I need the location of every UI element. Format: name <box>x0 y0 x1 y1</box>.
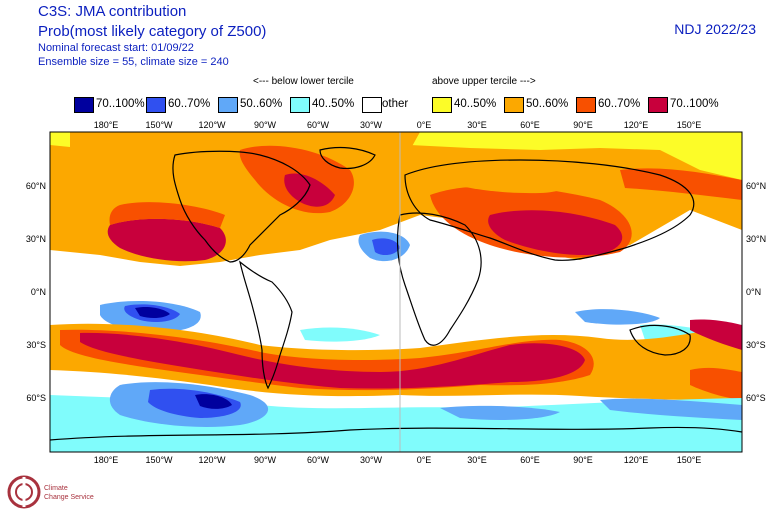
legend-label-below-50: 50..60% <box>240 98 283 110</box>
lon-label-bottom: 150°E <box>677 455 702 465</box>
lon-label-bottom: 120°W <box>198 455 226 465</box>
south-america-coastline <box>239 260 293 390</box>
above-tercile-north <box>50 132 742 266</box>
lon-label-bottom: 120°E <box>624 455 649 465</box>
legend-swatch-above-50 <box>504 97 524 113</box>
lat-label-left: 30°S <box>26 340 46 350</box>
below-tercile-note: <--- below lower tercile <box>253 76 354 87</box>
lat-label-right: 60°S <box>746 393 766 403</box>
legend-label-below-70: 70..100% <box>96 98 145 110</box>
lon-label-bottom: 60°W <box>307 455 330 465</box>
lat-labels-right: 60°N 30°N 0°N 30°S 60°S <box>746 181 766 403</box>
lon-label-top: 0°E <box>417 120 432 130</box>
north-america-coastline <box>172 150 311 263</box>
lon-label-bottom: 60°E <box>520 455 540 465</box>
lon-label-bottom: 180°E <box>94 455 119 465</box>
map-frame <box>49 131 743 453</box>
lon-labels-top: 180°E 150°W 120°W 90°W 60°W 30°W 0°E 30°… <box>94 120 702 130</box>
eurasia-coastline <box>404 159 695 261</box>
legend-swatch-below-60 <box>146 97 166 113</box>
lon-label-top: 60°E <box>520 120 540 130</box>
forecast-start-text: Nominal forecast start: 01/09/22 <box>38 42 194 54</box>
logo-text-line1: Climate <box>44 485 68 492</box>
lon-label-bottom: 90°W <box>254 455 277 465</box>
lon-label-top: 90°W <box>254 120 277 130</box>
legend-label-below-40: 40..50% <box>312 98 355 110</box>
lon-label-top: 150°E <box>677 120 702 130</box>
legend-label-above-40: 40..50% <box>454 98 497 110</box>
legend-label-above-70: 70..100% <box>670 98 719 110</box>
africa-coastline <box>396 212 482 346</box>
lon-label-top: 30°E <box>467 120 487 130</box>
lon-label-bottom: 90°E <box>573 455 593 465</box>
lon-label-top: 120°W <box>198 120 226 130</box>
antarctica-coastline <box>49 426 743 441</box>
lon-label-top: 90°E <box>573 120 593 130</box>
greenland-coastline <box>319 146 376 170</box>
legend-swatch-below-40 <box>290 97 310 113</box>
legend-label-below-60: 60..70% <box>168 98 211 110</box>
coastlines <box>49 146 743 441</box>
legend-swatch-above-70 <box>648 97 668 113</box>
lon-label-top: 120°E <box>624 120 649 130</box>
lon-label-top: 150°W <box>145 120 173 130</box>
chart-subtitle: Prob(most likely category of Z500) <box>38 23 267 40</box>
legend-swatch-below-50 <box>218 97 238 113</box>
lon-label-top: 60°W <box>307 120 330 130</box>
lat-label-left: 30°N <box>26 234 46 244</box>
world-map: 180°E 150°W 120°W 90°W 60°W 30°W 0°E 30°… <box>26 120 766 465</box>
legend-swatch-below-70 <box>74 97 94 113</box>
lat-labels-left: 60°N 30°N 0°N 30°S 60°S <box>26 181 46 403</box>
legend-swatch-above-40 <box>432 97 452 113</box>
lon-label-top: 180°E <box>94 120 119 130</box>
lon-label-bottom: 150°W <box>145 455 173 465</box>
legend-swatch-other <box>362 97 382 113</box>
lon-label-top: 30°W <box>360 120 383 130</box>
legend-label-other: other <box>382 98 409 110</box>
above-tercile-note: above upper tercile ---> <box>432 76 536 87</box>
lat-label-right: 30°S <box>746 340 766 350</box>
below-tercile-south <box>50 382 742 452</box>
lat-label-left: 60°S <box>26 393 46 403</box>
above-tercile-south <box>50 319 742 405</box>
copernicus-c3s-logo: Climate Change Service <box>7 475 94 509</box>
lat-label-right: 60°N <box>746 181 766 191</box>
legend-swatch-above-60 <box>576 97 596 113</box>
logo-text-line2: Change Service <box>44 494 94 501</box>
lat-label-left: 60°N <box>26 181 46 191</box>
season-label: NDJ 2022/23 <box>674 21 756 37</box>
ensemble-size-text: Ensemble size = 55, climate size = 240 <box>38 56 229 68</box>
lon-label-bottom: 0°E <box>417 455 432 465</box>
lon-label-bottom: 30°W <box>360 455 383 465</box>
legend-label-above-50: 50..60% <box>526 98 569 110</box>
lat-label-right: 30°N <box>746 234 766 244</box>
chart-title: C3S: JMA contribution <box>38 3 187 20</box>
legend-label-above-60: 60..70% <box>598 98 641 110</box>
lon-label-bottom: 30°E <box>467 455 487 465</box>
lat-label-right: 0°N <box>746 287 761 297</box>
australia-coastline <box>629 324 691 356</box>
lat-label-left: 0°N <box>31 287 46 297</box>
lon-labels-bottom: 180°E 150°W 120°W 90°W 60°W 30°W 0°E 30°… <box>94 455 702 465</box>
